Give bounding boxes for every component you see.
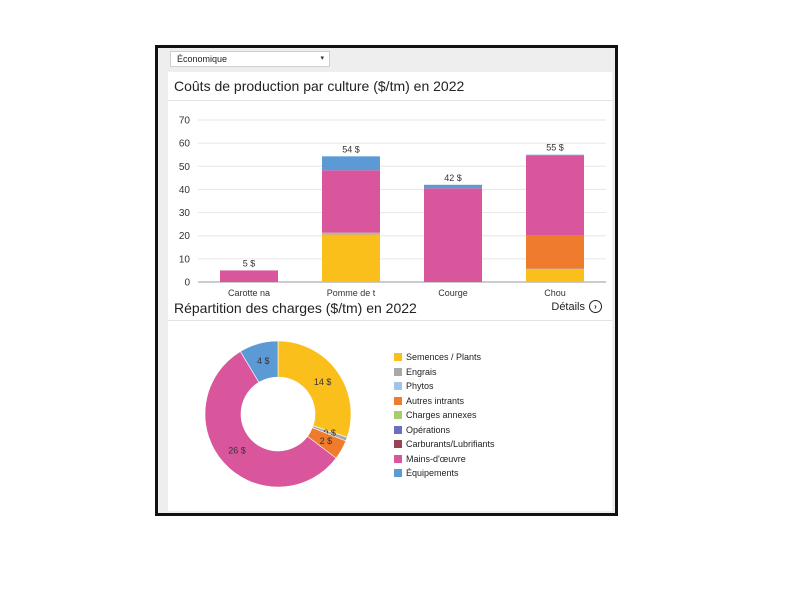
- legend-label: Charges annexes: [406, 410, 477, 421]
- slice-value-label: 26 $: [228, 446, 246, 456]
- slice-value-label: 0 $: [323, 428, 336, 438]
- bar-segment: [322, 170, 380, 233]
- bar-segment: [424, 188, 482, 282]
- donut-slice: [239, 340, 279, 383]
- y-tick-label: 20: [179, 231, 191, 242]
- legend-label: Mains-d'œuvre: [406, 453, 466, 464]
- bar-segment: [526, 154, 584, 156]
- legend-item[interactable]: Autres intrants: [394, 394, 495, 409]
- bar-segment: [220, 270, 278, 282]
- legend-item[interactable]: Charges annexes: [394, 408, 495, 423]
- legend-swatch: [394, 425, 402, 434]
- donut-chart: 14 $ 0 $2 $ 26 $ 4 $: [204, 340, 352, 488]
- chart-legend: Semences / Plants Engrais Phytos Autres int…: [394, 350, 495, 481]
- bar-total-label: 55 $: [546, 143, 564, 153]
- chart-frame: Économique ▾ Coûts de production par cul…: [155, 45, 618, 516]
- bar-segment: [322, 234, 380, 282]
- bar-total-label: 42 $: [444, 173, 462, 183]
- bar-total-label: 54 $: [342, 144, 360, 154]
- legend-label: Engrais: [406, 366, 437, 377]
- divider: [168, 320, 612, 321]
- legend-item[interactable]: Phytos: [394, 379, 495, 394]
- legend-swatch: [394, 454, 402, 463]
- legend-label: Équipements: [406, 468, 459, 479]
- bar-segment: [322, 156, 380, 171]
- bar-segment: [322, 232, 380, 234]
- bar-total-label: 5 $: [243, 258, 256, 268]
- bar-segment: [526, 268, 584, 270]
- y-tick-label: 70: [179, 116, 191, 127]
- pie-chart-title: Répartition des charges ($/tm) en 2022: [174, 300, 417, 316]
- legend-item[interactable]: Mains-d'œuvre: [394, 452, 495, 467]
- y-tick-label: 0: [184, 278, 190, 289]
- charts-panel: Coûts de production par culture ($/tm) e…: [168, 72, 612, 511]
- details-button[interactable]: Détails ›: [551, 300, 602, 313]
- chevron-right-circle-icon: ›: [589, 300, 602, 313]
- legend-label: Autres intrants: [406, 395, 465, 406]
- bar-segment: [526, 155, 584, 236]
- details-label: Détails: [551, 300, 585, 313]
- x-tick-label: Pomme de t: [327, 288, 376, 298]
- x-tick-label: Chou: [544, 288, 566, 298]
- legend-swatch: [394, 382, 402, 391]
- donut-slice: [277, 340, 352, 438]
- view-select-value: Économique: [177, 54, 228, 64]
- y-tick-label: 60: [179, 139, 191, 150]
- chevron-down-icon: ▾: [320, 55, 324, 62]
- view-select[interactable]: Économique ▾: [170, 51, 330, 67]
- slice-value-label: 2 $: [320, 436, 333, 446]
- donut-slice: [204, 351, 337, 488]
- bar-chart-title: Coûts de production par culture ($/tm) e…: [174, 78, 465, 94]
- x-tick-label: Carotte na: [228, 288, 270, 298]
- bar-segment: [322, 233, 380, 235]
- legend-item[interactable]: Semences / Plants: [394, 350, 495, 365]
- legend-swatch: [394, 396, 402, 405]
- bar-segment: [424, 184, 482, 189]
- bar-chart: 0 10 20 30 40 50 60 70 5 $ Carotte na 54 $ Pomme de…: [179, 116, 606, 298]
- legend-item[interactable]: Opérations: [394, 423, 495, 438]
- slice-value-label: 4 $: [257, 356, 270, 366]
- y-tick-label: 40: [179, 185, 191, 196]
- y-tick-label: 30: [179, 208, 191, 219]
- legend-label: Carburants/Lubrifiants: [406, 439, 495, 450]
- legend-swatch: [394, 411, 402, 420]
- legend-swatch: [394, 367, 402, 376]
- legend-swatch: [394, 440, 402, 449]
- legend-label: Phytos: [406, 381, 434, 392]
- x-tick-label: Courge: [438, 288, 468, 298]
- legend-item[interactable]: Engrais: [394, 365, 495, 380]
- divider: [168, 100, 612, 101]
- y-tick-label: 50: [179, 162, 191, 173]
- bar-segment: [526, 269, 584, 282]
- legend-item[interactable]: Équipements: [394, 466, 495, 481]
- bar-segment: [526, 235, 584, 269]
- legend-swatch: [394, 469, 402, 478]
- legend-label: Semences / Plants: [406, 352, 482, 363]
- slice-value-label: 14 $: [314, 377, 332, 387]
- legend-swatch: [394, 353, 402, 362]
- y-tick-label: 10: [179, 254, 191, 265]
- legend-item[interactable]: Carburants/Lubrifiants: [394, 437, 495, 452]
- legend-label: Opérations: [406, 424, 451, 435]
